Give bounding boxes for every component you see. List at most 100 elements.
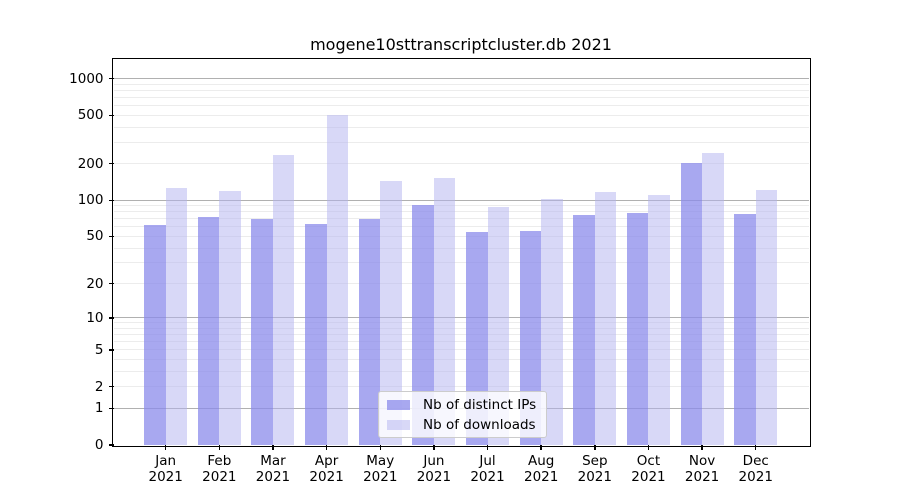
- y-tick-label: 100: [77, 192, 104, 209]
- bar-feb-distinct-ips: [197, 217, 220, 445]
- bar-mar-downloads: [272, 155, 295, 445]
- x-tick-month: Oct: [636, 453, 661, 469]
- x-tick-mark: [272, 445, 274, 450]
- y-tick-mark: [108, 317, 114, 319]
- gridline-minor: [113, 283, 809, 285]
- x-tick-year: 2021: [363, 469, 398, 485]
- y-tick-mark: [108, 444, 114, 446]
- x-tick-label-oct: Oct 2021: [618, 453, 678, 485]
- x-tick-mark: [540, 445, 542, 450]
- gridline-minor: [113, 96, 809, 98]
- legend-label-distinct-ips: Nb of distinct IPs: [423, 396, 537, 413]
- gridline-minor: [113, 327, 809, 329]
- legend-label-downloads: Nb of downloads: [423, 416, 536, 433]
- bar-oct-downloads: [648, 194, 670, 445]
- y-tick-mark: [108, 349, 114, 351]
- x-tick-label-jan: Jan 2021: [136, 453, 196, 485]
- x-tick-month: Feb: [207, 453, 232, 469]
- bar-dec-distinct-ips: [734, 213, 756, 445]
- bar-dec-downloads: [755, 190, 778, 445]
- x-tick-year: 2021: [523, 469, 559, 485]
- chart-title: mogene10sttranscriptcluster.db 2021: [310, 35, 612, 54]
- gridline-major: [113, 317, 809, 319]
- x-tick-month: May: [366, 453, 395, 469]
- x-tick-label-apr: Apr 2021: [297, 453, 357, 485]
- y-tick-mark: [108, 77, 114, 80]
- y-tick-label: 500: [77, 107, 104, 124]
- x-tick-month: Dec: [742, 453, 769, 469]
- gridline-minor: [113, 322, 809, 324]
- plot-area: [113, 60, 809, 445]
- x-tick-year: 2021: [255, 469, 291, 485]
- bar-mar-distinct-ips: [251, 218, 273, 445]
- y-tick-label: 2: [94, 378, 104, 395]
- bar-may-distinct-ips: [358, 218, 381, 445]
- y-tick-mark: [108, 199, 114, 201]
- y-tick-label: 1: [94, 400, 104, 417]
- x-tick-year: 2021: [470, 469, 505, 485]
- x-tick-mark: [594, 445, 596, 450]
- bar-sep-distinct-ips: [573, 214, 595, 445]
- x-tick-label-jul: Jul 2021: [458, 453, 518, 485]
- gridline-minor: [113, 235, 809, 237]
- y-tick-label: 10: [86, 309, 104, 326]
- x-tick-month: Apr: [314, 453, 339, 469]
- legend-swatch-distinct-ips: [387, 399, 410, 410]
- x-tick-year: 2021: [684, 469, 720, 485]
- x-tick-year: 2021: [148, 469, 183, 485]
- x-tick-year: 2021: [577, 469, 612, 485]
- x-tick-label-nov: Nov 2021: [672, 453, 732, 485]
- y-tick-label: 20: [86, 275, 104, 292]
- bar-may-downloads: [380, 181, 402, 445]
- gridline-minor: [113, 226, 809, 228]
- x-tick-mark: [433, 445, 435, 450]
- x-tick-mark: [486, 445, 489, 450]
- x-tick-mark: [755, 445, 757, 450]
- gridline-minor: [113, 105, 809, 107]
- x-tick-label-may: May 2021: [350, 453, 410, 485]
- gridline-minor: [113, 262, 809, 264]
- x-tick-year: 2021: [202, 469, 237, 485]
- gridline-minor: [113, 163, 809, 165]
- gridline-minor: [113, 89, 809, 91]
- x-tick-year: 2021: [309, 469, 344, 485]
- x-tick-year: 2021: [416, 469, 452, 485]
- x-tick-label-dec: Dec 2021: [726, 453, 786, 485]
- gridline-minor: [113, 386, 809, 388]
- x-tick-year: 2021: [631, 469, 666, 485]
- y-tick-mark: [108, 163, 114, 165]
- bar-jan-downloads: [165, 187, 188, 445]
- bar-feb-downloads: [219, 191, 241, 445]
- legend-item-distinct-ips: Nb of distinct IPs: [387, 396, 536, 413]
- gridline-minor: [113, 114, 809, 116]
- gridline-minor: [113, 370, 809, 372]
- x-tick-label-sep: Sep 2021: [565, 453, 625, 485]
- x-tick-month: Nov: [688, 453, 716, 469]
- gridline-minor: [113, 359, 809, 361]
- gridline-major: [113, 199, 809, 201]
- bar-apr-distinct-ips: [305, 224, 327, 445]
- gridline-minor: [113, 247, 809, 249]
- x-tick-label-mar: Mar 2021: [243, 453, 303, 485]
- x-tick-mark: [218, 445, 221, 450]
- x-tick-month: Jul: [479, 453, 496, 469]
- gridline-minor: [113, 211, 809, 213]
- legend-swatch-downloads: [387, 419, 410, 430]
- x-tick-mark: [379, 445, 381, 450]
- bar-nov-downloads: [702, 153, 724, 445]
- x-tick-label-feb: Feb 2021: [189, 453, 249, 485]
- gridline-minor: [113, 205, 809, 207]
- x-tick-label-aug: Aug 2021: [511, 453, 571, 485]
- y-tick-mark: [108, 235, 114, 238]
- y-tick-mark: [108, 282, 114, 285]
- x-tick-month: Mar: [260, 453, 286, 469]
- legend-item-downloads: Nb of downloads: [387, 416, 536, 433]
- x-tick-month: Sep: [582, 453, 608, 469]
- x-tick-year: 2021: [738, 469, 773, 485]
- bar-jun-distinct-ips: [412, 205, 434, 445]
- gridline-minor: [113, 341, 809, 343]
- gridline-minor: [113, 126, 809, 128]
- gridline-minor: [113, 334, 809, 336]
- bar-jun-downloads: [433, 177, 456, 445]
- gridline-minor: [113, 141, 809, 143]
